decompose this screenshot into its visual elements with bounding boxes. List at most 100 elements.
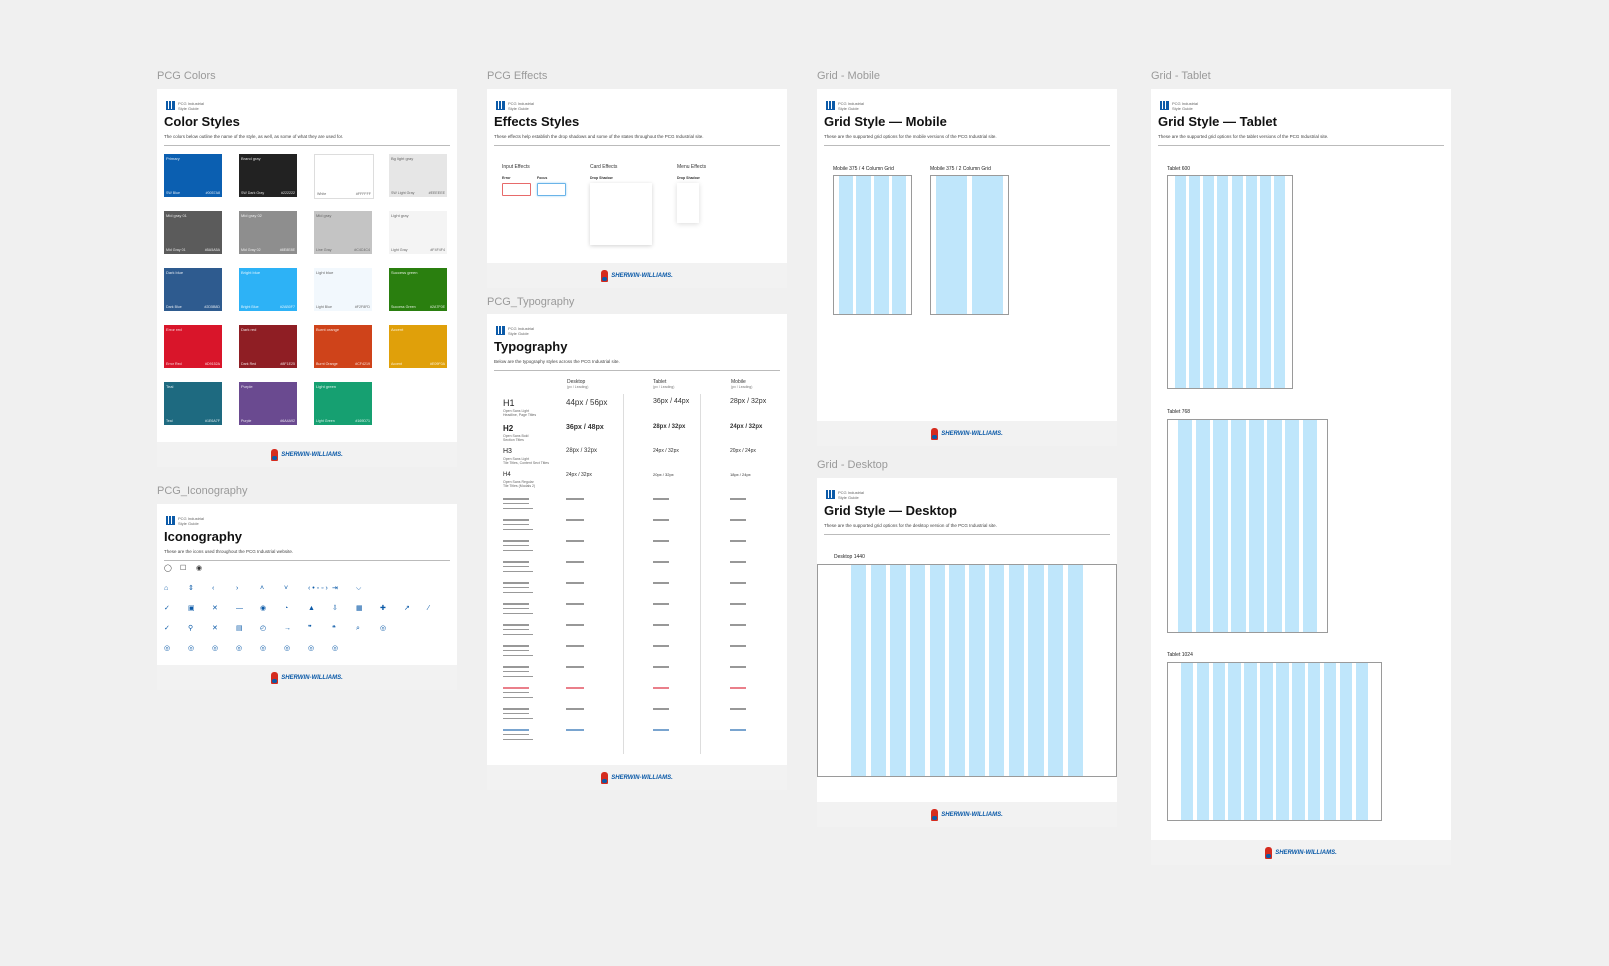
grid-column (1260, 663, 1273, 820)
close-icon: ✕ (212, 625, 218, 632)
color-swatch[interactable]: Teal Teal #1E6A7F (164, 382, 222, 425)
swatch-label: Purple (241, 419, 252, 423)
color-swatch[interactable]: Light green Light Green #169D71 (314, 382, 372, 425)
swatch-hex: #5A5A5A (204, 248, 220, 252)
frame-label-grid-tablet[interactable]: Grid - Tablet (1151, 70, 1211, 82)
page-title: Grid Style — Mobile (824, 114, 947, 129)
radio-selected-icon: ◉ (196, 565, 203, 572)
swatch-label: Light Blue (316, 305, 332, 309)
swatch-label: Burnt Orange (316, 362, 338, 366)
circle-icon: ◎ (380, 625, 387, 632)
logo-bars-icon (1160, 101, 1169, 110)
color-swatch[interactable]: Light gray Light Gray #F4F4F4 (389, 211, 447, 254)
type-sample-line (653, 624, 669, 626)
grid-column (1195, 420, 1210, 632)
grid-column (870, 565, 886, 776)
error-input-sample[interactable] (502, 183, 531, 196)
type-sample-line (503, 729, 529, 731)
frame-label-grid-desktop[interactable]: Grid - Desktop (817, 459, 888, 471)
type-sample-line (730, 687, 746, 689)
frame-label-effects[interactable]: PCG Effects (487, 70, 548, 82)
radio-icon: ◯ (164, 565, 172, 572)
grid-column (1285, 420, 1300, 632)
grid-tablet-600 (1167, 175, 1293, 389)
color-swatch[interactable]: Purple Purple #6A4A92 (239, 382, 297, 425)
type-sample-line (653, 603, 669, 605)
board-grid-mobile[interactable]: PCG Industrial Style Guide Grid Style — M… (817, 89, 1117, 446)
divider (164, 145, 450, 146)
board-footer: SHERWIN-WILLIAMS. (157, 442, 457, 467)
board-iconography[interactable]: PCG Industrial Style Guide Iconography Th… (157, 504, 457, 690)
sherwin-williams-logo: SHERWIN-WILLIAMS. (601, 269, 673, 282)
swatch-hex: #C4C4C4 (354, 248, 370, 252)
color-swatch[interactable]: Mid gray 01 Mid Gray 01 #5A5A5A (164, 211, 222, 254)
swatch-label: Light Gray (391, 248, 408, 252)
color-swatch[interactable]: Dark red Dark Red #8F1E25 (239, 325, 297, 368)
divider (494, 145, 780, 146)
type-meta-line (503, 650, 529, 651)
type-meta-line (503, 503, 529, 504)
color-swatch[interactable]: Burnt orange Burnt Orange #CF4219 (314, 325, 372, 368)
sort-icon: ⇕ (188, 585, 194, 592)
color-swatch[interactable]: Dark blue Dark Blue #2D5B8D (164, 268, 222, 311)
type-sample-line (566, 582, 584, 584)
color-swatch[interactable]: Mid gray Line Gray #C4C4C4 (314, 211, 372, 254)
frame-label-colors[interactable]: PCG Colors (157, 70, 216, 82)
focus-input-sample[interactable] (537, 183, 566, 196)
board-grid-tablet[interactable]: PCG Industrial Style Guide Grid Style — T… (1151, 89, 1451, 865)
grid-column (1231, 420, 1246, 632)
arrow-right-icon: → (284, 625, 291, 632)
frame-label-grid-mobile[interactable]: Grid - Mobile (817, 70, 880, 82)
type-sample-line (730, 540, 746, 542)
color-swatch[interactable]: Brand gray SW Dark Gray #222222 (239, 154, 297, 197)
col-desktop-header: Desktop (px / Leading) (567, 379, 589, 390)
col-mobile-header: Mobile (px / Leading) (731, 379, 753, 390)
swatch-name: Light blue (316, 270, 334, 275)
swatch-hex: #E09F0A (430, 362, 445, 366)
quote-open-icon: ❝ (332, 625, 336, 632)
grid-column (1259, 176, 1271, 388)
color-swatch[interactable]: Mid gray 02 Mid Gray 02 #8E8E8E (239, 211, 297, 254)
frame-label-typography[interactable]: PCG_Typography (487, 296, 575, 308)
color-swatch[interactable]: Success green Success Green #2A7F0E (389, 268, 447, 311)
type-meta-line (503, 524, 529, 525)
brand-drop-icon (601, 269, 609, 282)
checkbox-icon: ☐ (180, 565, 187, 572)
menu-effects-label: Menu Effects (677, 164, 707, 170)
type-sample-line (566, 687, 584, 689)
type-style-usage: Section Titles (503, 438, 524, 442)
error-label: Error (502, 176, 511, 180)
board-footer: SHERWIN-WILLIAMS. (817, 802, 1117, 827)
radio-selected-icon: ◉ (260, 605, 267, 612)
circle-icon: ◎ (260, 645, 267, 652)
swatch-label: Teal (166, 419, 173, 423)
color-swatch[interactable]: Primary SW Blue #0057A8 (164, 154, 222, 197)
grid-column (1339, 663, 1353, 820)
swatch-hex: #1E6A7F (205, 419, 220, 423)
timer-icon: ◴ (260, 625, 267, 632)
board-grid-desktop[interactable]: PCG Industrial Style Guide Grid Style — D… (817, 478, 1117, 827)
color-swatch[interactable]: Light blue Light Blue #F2F8FD (314, 268, 372, 311)
color-swatch[interactable]: Bg light gray SW Light Gray #EEEEEE (389, 154, 447, 197)
color-swatch[interactable]: Accent Accent #E09F0A (389, 325, 447, 368)
swatch-name: Bg light gray (391, 156, 414, 161)
board-typography[interactable]: PCG Industrial Style Guide Typography Bel… (487, 314, 787, 790)
color-swatch[interactable]: White #FFFFFF (314, 154, 374, 199)
style-guide-logo: PCG Industrial Style Guide (496, 326, 534, 336)
board-effects[interactable]: PCG Industrial Style Guide Effects Styles… (487, 89, 787, 288)
grid-column (1217, 176, 1229, 388)
board-colors[interactable]: PCG Industrial Style Guide Color Styles T… (157, 89, 457, 467)
dropdown-icon: ⌵ (356, 585, 362, 592)
type-sample-line (653, 519, 669, 521)
grid-label-mobile-2col: Mobile 375 / 2 Column Grid (930, 166, 991, 172)
color-swatch[interactable]: Bright blue Bright Blue #2AB0F7 (239, 268, 297, 311)
color-swatch[interactable]: Error red Error Red #D9152A (164, 325, 222, 368)
chevron-right-icon: › (236, 585, 239, 592)
type-sample-line (503, 519, 529, 521)
logo-bars-icon (496, 101, 505, 110)
check-icon: ✓ (164, 605, 170, 612)
swatch-name: Purple (241, 384, 253, 389)
divider (494, 370, 780, 371)
frame-label-iconography[interactable]: PCG_Iconography (157, 485, 248, 497)
type-meta-line (503, 508, 533, 509)
